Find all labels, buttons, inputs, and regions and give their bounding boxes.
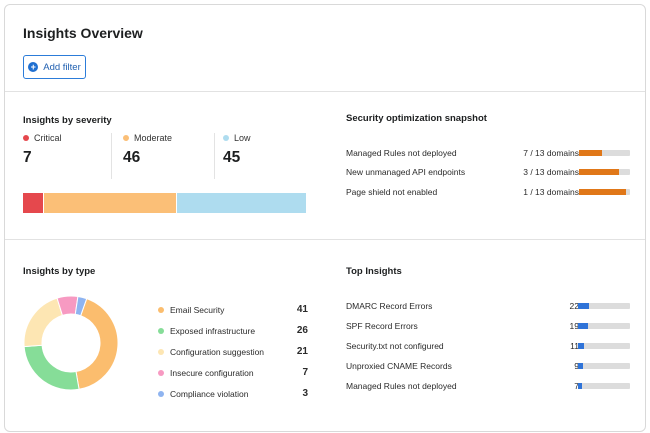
top-insight-fill bbox=[578, 343, 584, 349]
moderate-value: 46 bbox=[123, 149, 141, 166]
top-insight-fill bbox=[578, 363, 583, 369]
donut-slice-exposed-infrastructure[interactable] bbox=[23, 344, 80, 391]
add-filter-label: Add filter bbox=[43, 61, 81, 73]
top-insight-value: 7 bbox=[574, 381, 579, 391]
severity-bar-moderate[interactable] bbox=[43, 193, 177, 213]
snapshot-label: New unmanaged API endpoints bbox=[346, 167, 466, 177]
severity-bar bbox=[23, 193, 306, 213]
snapshot-track bbox=[579, 169, 630, 175]
critical-label: Critical bbox=[34, 133, 62, 143]
snapshot-label: Page shield not enabled bbox=[346, 187, 438, 197]
snapshot-row[interactable]: Managed Rules not deployed 7 / 13 domain… bbox=[346, 146, 636, 160]
snapshot-row[interactable]: New unmanaged API endpoints 3 / 13 domai… bbox=[346, 165, 636, 179]
legend-value: 26 bbox=[296, 325, 308, 336]
divider bbox=[5, 91, 645, 92]
snapshot-title: Security optimization snapshot bbox=[346, 113, 487, 124]
legend-item[interactable]: Configuration suggestion 21 bbox=[158, 345, 308, 359]
top-insight-label: SPF Record Errors bbox=[346, 321, 418, 331]
donut-slice-configuration-suggestion[interactable] bbox=[23, 297, 64, 348]
legend-item[interactable]: Exposed infrastructure 26 bbox=[158, 324, 308, 338]
snapshot-row[interactable]: Page shield not enabled 1 / 13 domains bbox=[346, 185, 636, 199]
legend-value: 3 bbox=[302, 388, 308, 399]
legend-label: Compliance violation bbox=[170, 389, 249, 399]
snapshot-label: Managed Rules not deployed bbox=[346, 148, 457, 158]
donut-slice-email-security[interactable] bbox=[75, 298, 119, 390]
snapshot-track bbox=[579, 150, 630, 156]
low-value: 45 bbox=[223, 149, 241, 166]
legend-value: 7 bbox=[302, 367, 308, 378]
top-insight-fill bbox=[578, 303, 590, 309]
legend-label: Exposed infrastructure bbox=[170, 326, 256, 336]
legend-label: Configuration suggestion bbox=[170, 347, 265, 357]
snapshot-fill bbox=[579, 189, 626, 195]
legend-value: 41 bbox=[296, 304, 308, 315]
add-filter-button[interactable]: + Add filter bbox=[23, 55, 86, 79]
moderate-dot bbox=[123, 135, 129, 141]
insights-overview-card: Insights Overview + Add filter Insights … bbox=[4, 4, 646, 432]
legend-dot bbox=[158, 328, 164, 334]
donut-slice-compliance-violation[interactable] bbox=[74, 295, 88, 317]
top-insight-row[interactable]: DMARC Record Errors 22 bbox=[346, 299, 636, 313]
top-insight-row[interactable]: Unproxied CNAME Records 9 bbox=[346, 359, 636, 373]
page-title: Insights Overview bbox=[23, 25, 143, 41]
snapshot-fill bbox=[579, 169, 619, 175]
top-insight-track bbox=[578, 363, 630, 369]
top-insight-row[interactable]: Security.txt not configured 11 bbox=[346, 339, 636, 353]
top-insight-label: Unproxied CNAME Records bbox=[346, 361, 452, 371]
low-dot bbox=[223, 135, 229, 141]
legend-dot bbox=[158, 391, 164, 397]
legend-dot bbox=[158, 349, 164, 355]
top-insights-title: Top Insights bbox=[346, 266, 402, 277]
legend-label: Email Security bbox=[170, 305, 225, 315]
top-insight-track bbox=[578, 303, 630, 309]
top-insight-track bbox=[578, 383, 630, 389]
critical-value: 7 bbox=[23, 149, 32, 166]
snapshot-count: 1 / 13 domains bbox=[523, 187, 579, 197]
divider bbox=[5, 239, 645, 240]
snapshot-fill bbox=[579, 150, 603, 156]
legend-value: 21 bbox=[296, 346, 308, 357]
legend-item[interactable]: Compliance violation 3 bbox=[158, 387, 308, 401]
top-insight-row[interactable]: SPF Record Errors 19 bbox=[346, 319, 636, 333]
low-label: Low bbox=[234, 133, 251, 143]
snapshot-track bbox=[579, 189, 630, 195]
top-insight-value: 19 bbox=[569, 321, 579, 331]
severity-low[interactable]: Low 45 bbox=[223, 133, 251, 167]
snapshot-count: 3 / 13 domains bbox=[523, 167, 579, 177]
legend-label: Insecure configuration bbox=[170, 368, 254, 378]
top-insight-fill bbox=[578, 383, 582, 389]
moderate-label: Moderate bbox=[134, 133, 173, 143]
top-insight-track bbox=[578, 343, 630, 349]
legend-item[interactable]: Email Security 41 bbox=[158, 303, 308, 317]
top-insight-label: Managed Rules not deployed bbox=[346, 381, 457, 391]
severity-critical[interactable]: Critical 7 bbox=[23, 133, 62, 167]
legend-dot bbox=[158, 370, 164, 376]
top-insight-fill bbox=[578, 323, 588, 329]
top-insight-value: 11 bbox=[570, 341, 579, 351]
snapshot-count: 7 / 13 domains bbox=[523, 148, 579, 158]
top-insight-value: 22 bbox=[569, 301, 579, 311]
types-title: Insights by type bbox=[23, 266, 96, 277]
top-insight-label: Security.txt not configured bbox=[346, 341, 444, 351]
types-donut-chart bbox=[23, 295, 119, 391]
severity-title: Insights by severity bbox=[23, 115, 112, 126]
divider bbox=[111, 133, 112, 179]
top-insight-track bbox=[578, 323, 630, 329]
severity-bar-low[interactable] bbox=[176, 193, 306, 213]
plus-icon: + bbox=[28, 62, 39, 72]
critical-dot bbox=[23, 135, 29, 141]
top-insight-value: 9 bbox=[574, 361, 579, 371]
top-insight-label: DMARC Record Errors bbox=[346, 301, 433, 311]
severity-bar-critical[interactable] bbox=[23, 193, 44, 213]
severity-moderate[interactable]: Moderate 46 bbox=[123, 133, 172, 167]
divider bbox=[214, 133, 215, 179]
legend-item[interactable]: Insecure configuration 7 bbox=[158, 366, 308, 380]
top-insight-row[interactable]: Managed Rules not deployed 7 bbox=[346, 379, 636, 393]
legend-dot bbox=[158, 307, 164, 313]
